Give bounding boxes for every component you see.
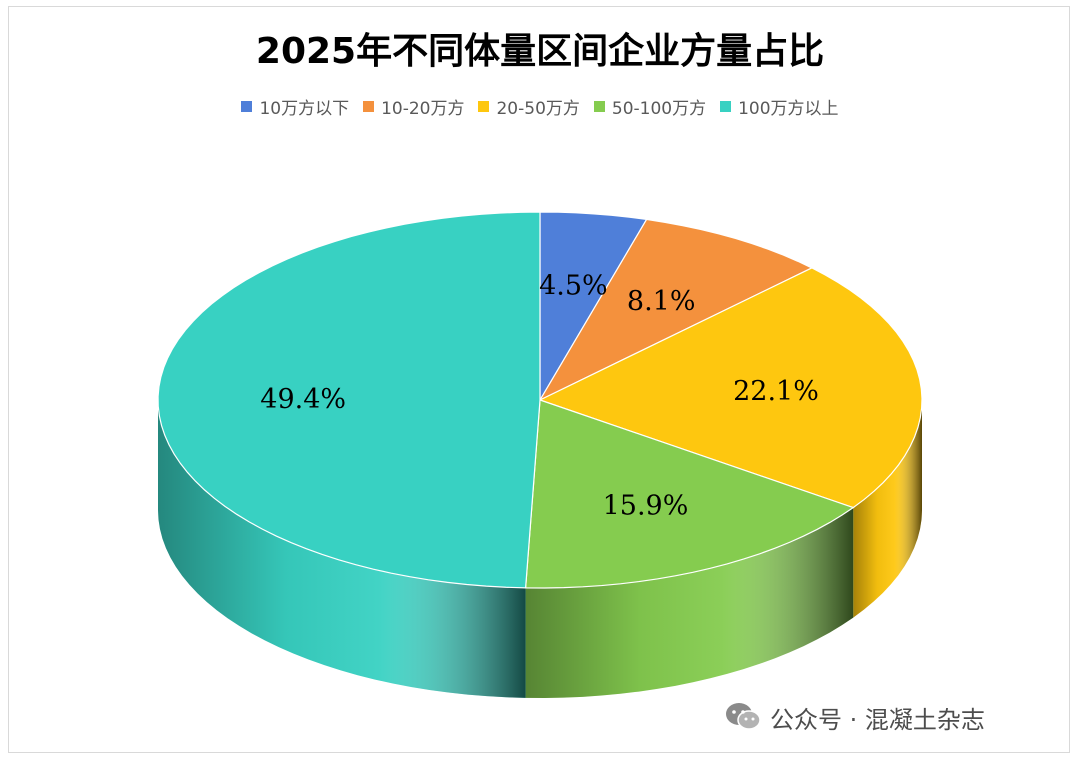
legend-label: 100万方以上: [738, 99, 839, 119]
pie-slice: [538, 218, 814, 402]
data-label: 22.1%: [733, 376, 819, 407]
pie-side-shading: [853, 400, 922, 618]
pie-slice: [538, 267, 923, 509]
data-label: 4.5%: [539, 271, 608, 302]
pie-side-shading: [525, 507, 854, 698]
legend-swatch: [593, 101, 605, 112]
pie-side-shading: [158, 400, 526, 698]
legend-item: 20-50万方: [478, 94, 580, 119]
legend-swatch: [478, 101, 490, 112]
data-label: 49.4%: [260, 384, 346, 415]
legend: 10万方以下 10-20万方 20-50万方 50-100万方 100万方以上: [0, 94, 1080, 119]
chart-title: 2025年不同体量区间企业方量占比: [255, 31, 825, 72]
legend-item: 50-100万方: [593, 94, 707, 119]
pie-slice: [157, 211, 541, 589]
legend-item: 10-20万方: [363, 94, 464, 119]
watermark-text: 公众号 · 混凝土杂志: [770, 705, 985, 734]
wechat-icon: [726, 703, 761, 730]
pie-slice: [524, 399, 855, 589]
watermark: 公众号 · 混凝土杂志: [724, 700, 985, 734]
pie-slice: [539, 211, 648, 403]
legend-label: 10万方以下: [259, 99, 350, 119]
legend-swatch: [720, 101, 732, 112]
legend-swatch: [363, 101, 375, 112]
data-label: 8.1%: [627, 286, 696, 317]
legend-item: 100万方以上: [720, 94, 839, 119]
legend-swatch: [241, 101, 253, 112]
data-label: 15.9%: [603, 490, 689, 521]
legend-label: 20-50万方: [496, 99, 580, 119]
legend-label: 10-20万方: [381, 99, 465, 119]
legend-label: 50-100万方: [611, 99, 707, 119]
legend-item: 10万方以下: [241, 94, 349, 119]
